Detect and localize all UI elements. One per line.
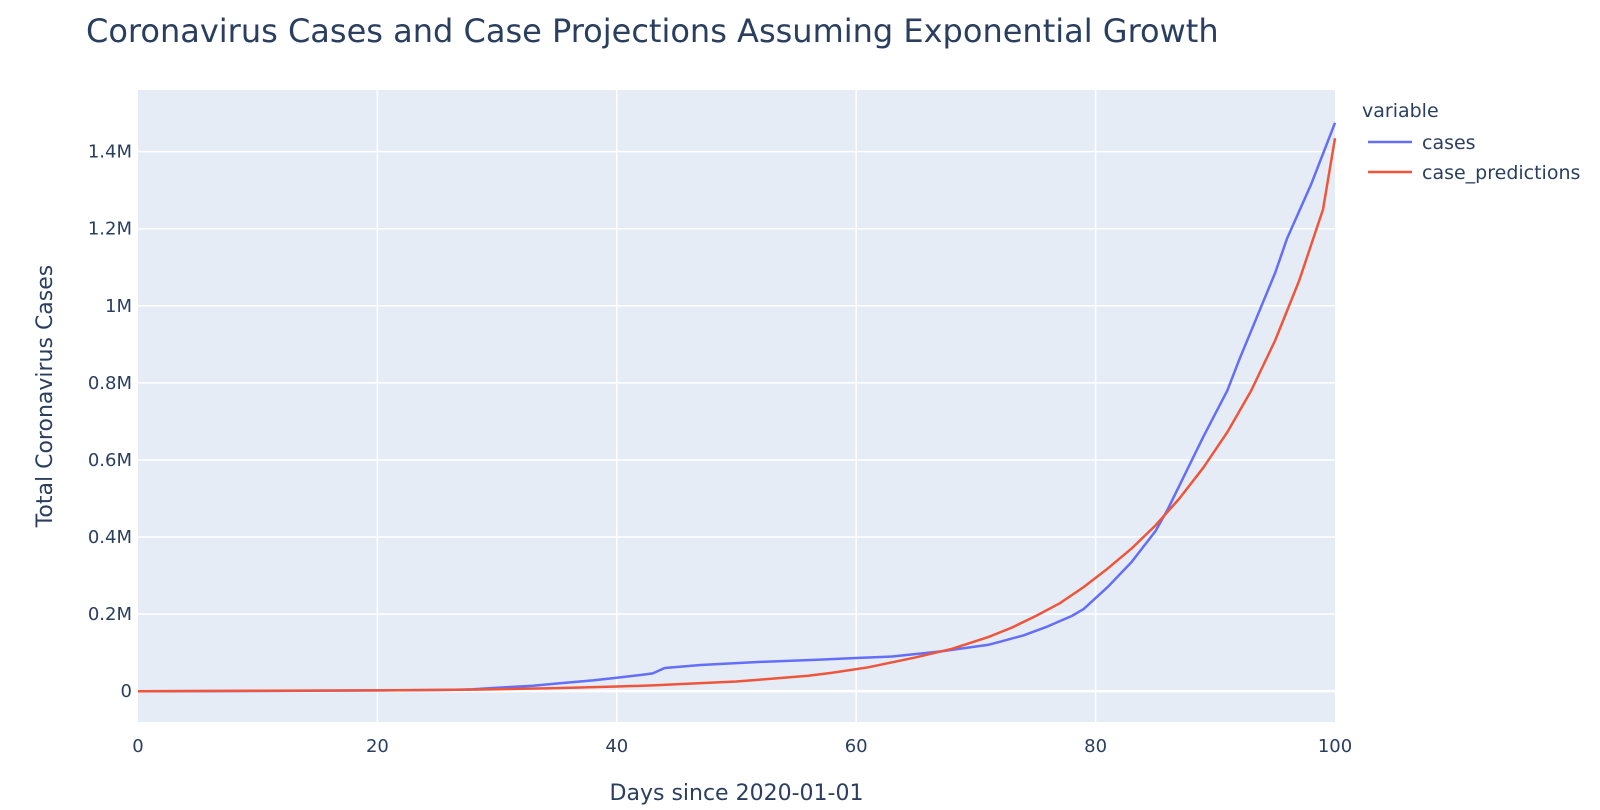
y-tick-label: 1M bbox=[105, 296, 132, 317]
y-tick-label: 1.4M bbox=[88, 142, 132, 163]
legend-item-cases[interactable]: cases bbox=[1368, 132, 1476, 154]
y-tick-label: 0.6M bbox=[88, 450, 132, 471]
legend-label: cases bbox=[1422, 132, 1476, 154]
y-tick-label: 0.4M bbox=[88, 527, 132, 548]
x-tick-label: 60 bbox=[845, 736, 868, 757]
legend-item-case-predictions[interactable]: case_predictions bbox=[1368, 162, 1580, 184]
x-tick-label: 0 bbox=[132, 736, 143, 757]
x-tick-label: 100 bbox=[1318, 736, 1352, 757]
legend[interactable]: variable cases case_predictions bbox=[1362, 100, 1580, 184]
series-lines bbox=[137, 122, 1337, 693]
y-axis-ticks: 0 0.2M 0.4M 0.6M 0.8M 1M 1.2M 1.4M bbox=[88, 142, 132, 703]
x-tick-label: 20 bbox=[366, 736, 389, 757]
y-tick-label: 0.2M bbox=[88, 604, 132, 625]
chart-title: Coronavirus Cases and Case Projections A… bbox=[86, 12, 1219, 50]
series-line-case-predictions bbox=[137, 137, 1337, 693]
x-tick-label: 40 bbox=[605, 736, 628, 757]
x-tick-label: 80 bbox=[1084, 736, 1107, 757]
series-line-cases bbox=[137, 122, 1337, 693]
y-tick-label: 0.8M bbox=[88, 373, 132, 394]
y-tick-label: 0 bbox=[121, 681, 132, 702]
legend-title: variable bbox=[1362, 100, 1439, 122]
legend-label: case_predictions bbox=[1422, 162, 1580, 184]
y-axis-title: Total Coronavirus Cases bbox=[33, 265, 58, 529]
x-axis-title: Days since 2020-01-01 bbox=[610, 781, 864, 806]
plot-area bbox=[138, 90, 1335, 722]
x-axis-ticks: 0 20 40 60 80 100 bbox=[132, 736, 1352, 757]
y-tick-label: 1.2M bbox=[88, 219, 132, 240]
legend-items[interactable]: cases case_predictions bbox=[1368, 132, 1580, 184]
